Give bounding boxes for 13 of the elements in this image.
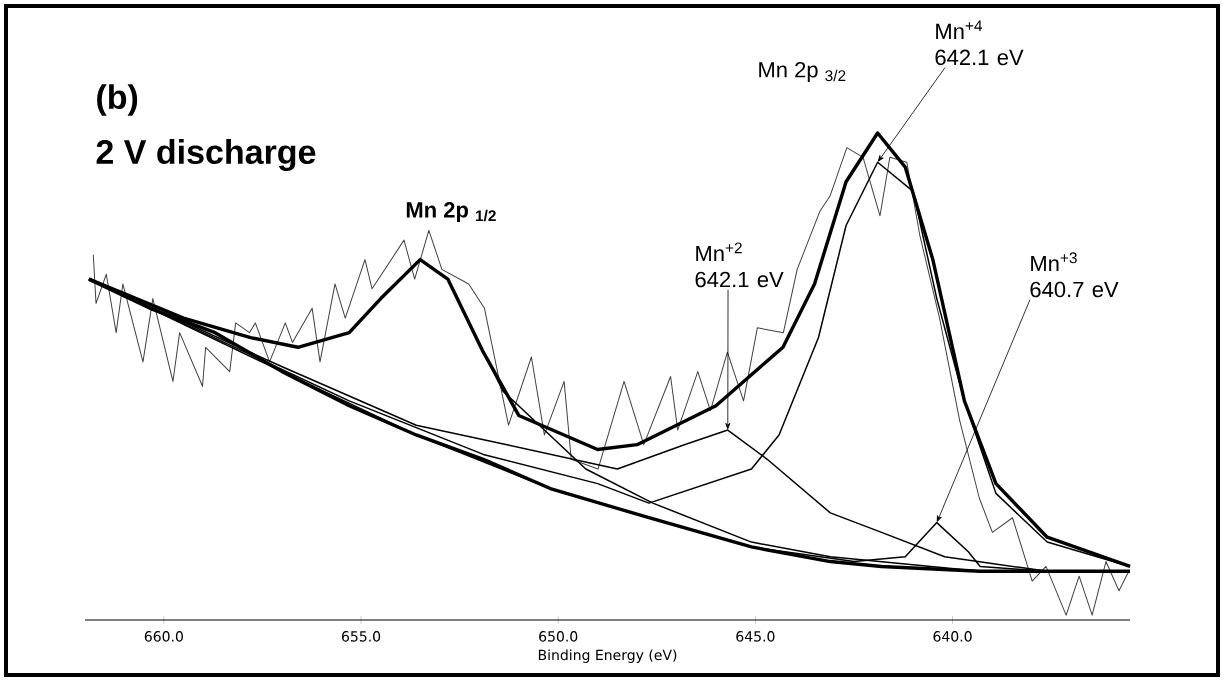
annotation: Mn 2p $_{1/2}$ [406,202,496,222]
annotation: 2 V discharge [96,139,316,171]
x-tick-label: 655.0 [341,631,381,642]
annotation: Mn$^{+3}$ 640.7 eV [1030,252,1119,298]
text: (b) [97,84,138,116]
x-axis-title: Binding Energy (eV) [538,649,677,663]
text: Mn$^{+2}$ 642.1 eV [695,242,784,288]
x-tick-label: 650.0 [539,631,578,642]
x-tick-label: 645.0 [736,631,775,642]
x-tick-label: 640.0 [933,631,972,642]
text: Mn$^{+4}$ 642.1 eV [935,20,1024,66]
text: Mn 2p $_{3/2}$ [759,62,846,82]
x-tick-label: 660.0 [144,631,183,642]
